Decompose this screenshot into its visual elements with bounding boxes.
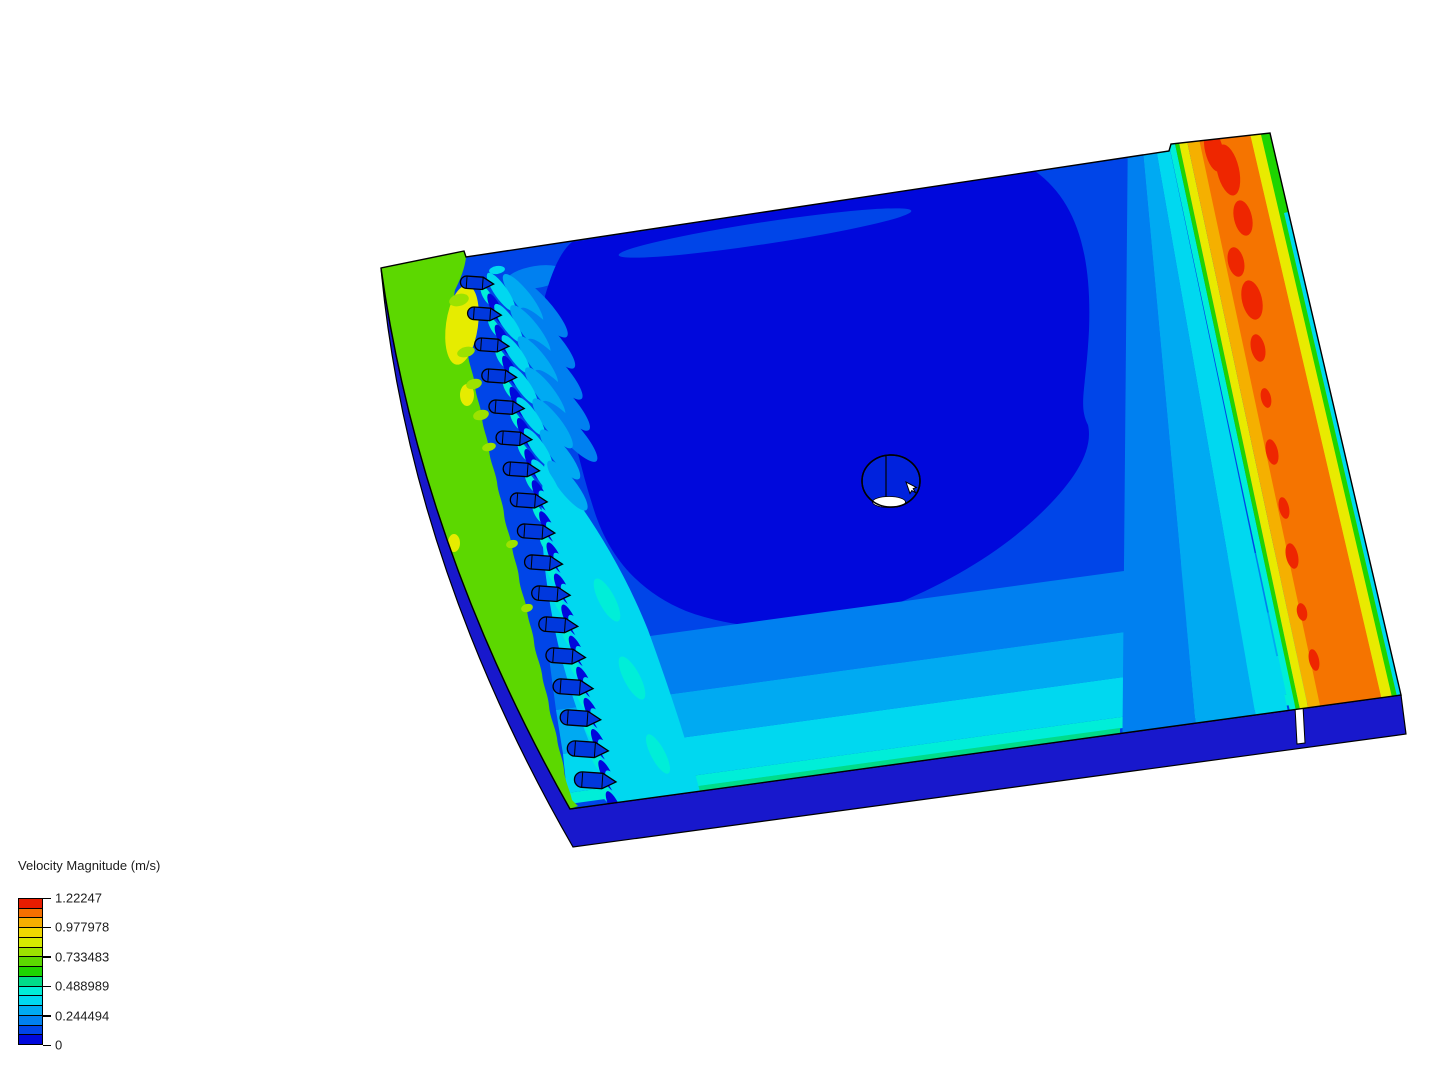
bottom-slot [1294, 705, 1306, 745]
colorbar-segment [19, 996, 42, 1007]
colorbar-legend: Velocity Magnitude (m/s) 1.22247 0.977978… [18, 858, 238, 1058]
nozzle-hole [566, 740, 610, 759]
outlet-channel [1180, 133, 1401, 745]
center-hole [861, 454, 921, 508]
inlet-nozzle-holes [459, 275, 618, 790]
legend-title: Velocity Magnitude (m/s) [18, 858, 161, 873]
outlet-red-patches [1203, 133, 1320, 671]
colorbar-tick-label: 0.488989 [55, 978, 110, 994]
colorbar-segment [19, 928, 42, 938]
nozzle-hole [495, 430, 534, 447]
nozzle-hole [474, 337, 511, 353]
nozzle-hole [516, 523, 557, 540]
plate-outline [380, 132, 1402, 810]
colorbar-segment [19, 957, 42, 968]
colorbar-tick-label: 1.22247 [55, 890, 102, 906]
colorbar-segment [19, 918, 42, 929]
contour-field [381, 133, 1401, 809]
colorbar-segment [19, 976, 42, 987]
colorbar-tick [43, 985, 51, 988]
colorbar-segment [19, 986, 42, 997]
colorbar-tick [43, 1015, 51, 1017]
nozzle-hole [573, 771, 618, 790]
colorbar [18, 898, 43, 1045]
nozzle-hole [466, 306, 503, 322]
nozzle-hole [502, 461, 541, 478]
nozzle-hole [545, 647, 587, 665]
colorbar-tick [43, 1044, 51, 1046]
colorbar-segment [19, 947, 42, 958]
mouse-cursor-icon [905, 480, 918, 495]
nozzle-hole [538, 616, 580, 634]
colorbar-segment [19, 967, 42, 977]
colorbar-tick-label: 0.244494 [55, 1008, 110, 1024]
colorbar-segment [19, 1006, 42, 1016]
nozzle-hole [481, 368, 518, 384]
colorbar-segment [19, 937, 42, 948]
colorbar-segment [19, 899, 42, 909]
inlet-channel [381, 251, 578, 809]
nozzle-hole [459, 275, 495, 291]
nozzle-hole [552, 678, 595, 696]
colorbar-segment [19, 1035, 42, 1045]
colorbar-tick-label: 0 [55, 1037, 63, 1053]
low-velocity-core [545, 171, 1090, 628]
nozzle-hole [488, 399, 526, 415]
colorbar-tick [43, 897, 51, 899]
nozzle-hole [523, 554, 564, 571]
inlet-green-fringes [449, 293, 533, 613]
nozzle-hole [509, 492, 549, 509]
colorbar-tick-label: 0.977978 [55, 919, 110, 935]
nozzle-hole [559, 709, 603, 727]
colorbar-tick [43, 956, 51, 958]
nozzle-hole [531, 585, 572, 603]
colorbar-segment [19, 1015, 42, 1026]
colorbar-tick [43, 926, 51, 929]
colorbar-tick-label: 0.733483 [55, 949, 110, 965]
colorbar-segment [19, 908, 42, 919]
colorbar-segment [19, 1025, 42, 1036]
